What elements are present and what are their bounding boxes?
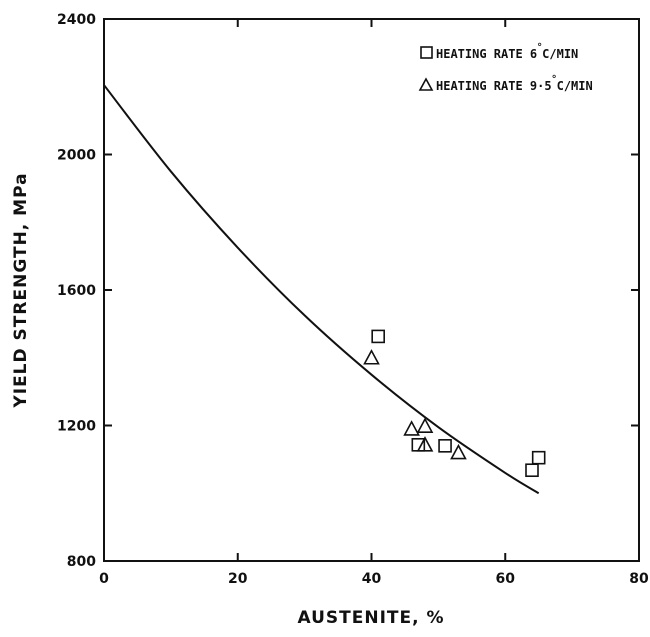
x-tick-label-40: 40 [362,571,382,587]
y-tick-label-1600: 1600 [57,283,96,299]
y-tick-label-2000: 2000 [57,148,96,164]
legend-label-heating-6: HEATING RATE 6°C/MIN [436,42,578,61]
x-tick-labels: 0 20 40 60 80 [99,571,649,587]
x-tick-label-60: 60 [496,571,516,587]
x-axis-title: AUSTENITE, % [297,608,444,628]
y-axis-title: YIELD STRENGTH, MPa [11,172,31,408]
triangle-point-0 [363,349,380,365]
triangle-point-3 [416,436,434,452]
data-points [363,329,546,478]
triangle-point-4 [450,443,467,460]
legend-label-heating-9-5: HEATING RATE 9·5°C/MIN [436,74,593,93]
y-tick-labels: 800 1200 1600 2000 2400 [57,12,96,570]
square-point-0 [371,329,385,344]
triangle-point-1 [403,420,420,436]
square-point-4 [531,450,546,465]
x-tick-label-80: 80 [629,571,649,587]
axis-ticks [103,18,640,562]
x-tick-label-0: 0 [99,571,109,587]
y-tick-label-1200: 1200 [57,419,96,435]
triangle-point-2 [416,417,434,433]
y-tick-label-800: 800 [67,554,96,570]
legend: HEATING RATE 6°C/MIN HEATING RATE 9·5°C/… [418,42,593,93]
x-tick-label-20: 20 [228,571,248,587]
legend-marker-triangle [418,77,434,91]
fit-curve [103,84,540,495]
plot-frame [103,18,640,562]
square-point-2 [438,439,452,453]
square-point-3 [525,463,539,478]
legend-marker-square [420,46,433,59]
y-tick-label-2400: 2400 [57,12,96,28]
